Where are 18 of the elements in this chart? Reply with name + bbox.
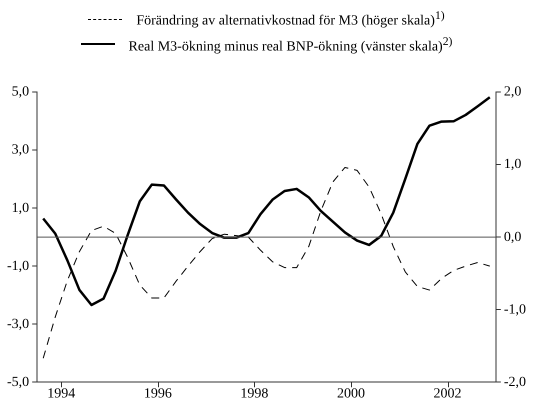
legend-label: Real M3-ökning minus real BNP-ökning (vänster skala)$^{2)}$ bbox=[128, 34, 452, 56]
y-tick-label: 5,0 bbox=[12, 84, 30, 100]
x-tick-label: 1996 bbox=[144, 386, 172, 402]
x-tick-label: 1994 bbox=[47, 386, 76, 402]
y-tick-label: 3,0 bbox=[12, 142, 30, 158]
y2-tick-label: 1,0 bbox=[504, 157, 522, 172]
y-tick-label: -5,0 bbox=[6, 374, 30, 390]
y-tick-label: -3,0 bbox=[6, 316, 30, 332]
y2-tick-label: 2,0 bbox=[504, 84, 522, 100]
y2-tick-label: -1,0 bbox=[504, 302, 526, 318]
legend-label: Förändring av alternativkostnad för M3 (höger skala)$^{1)}$ bbox=[136, 8, 445, 31]
y2-tick-label: 0,0 bbox=[504, 230, 522, 245]
x-tick-label: 2002 bbox=[434, 386, 462, 402]
x-tick-label: 2000 bbox=[336, 386, 365, 402]
x-tick-label: 1998 bbox=[240, 386, 268, 402]
y-tick-label: -1,0 bbox=[6, 258, 30, 274]
y2-tick-label: -2,0 bbox=[504, 374, 526, 390]
y-tick-label: 1,0 bbox=[12, 200, 30, 216]
